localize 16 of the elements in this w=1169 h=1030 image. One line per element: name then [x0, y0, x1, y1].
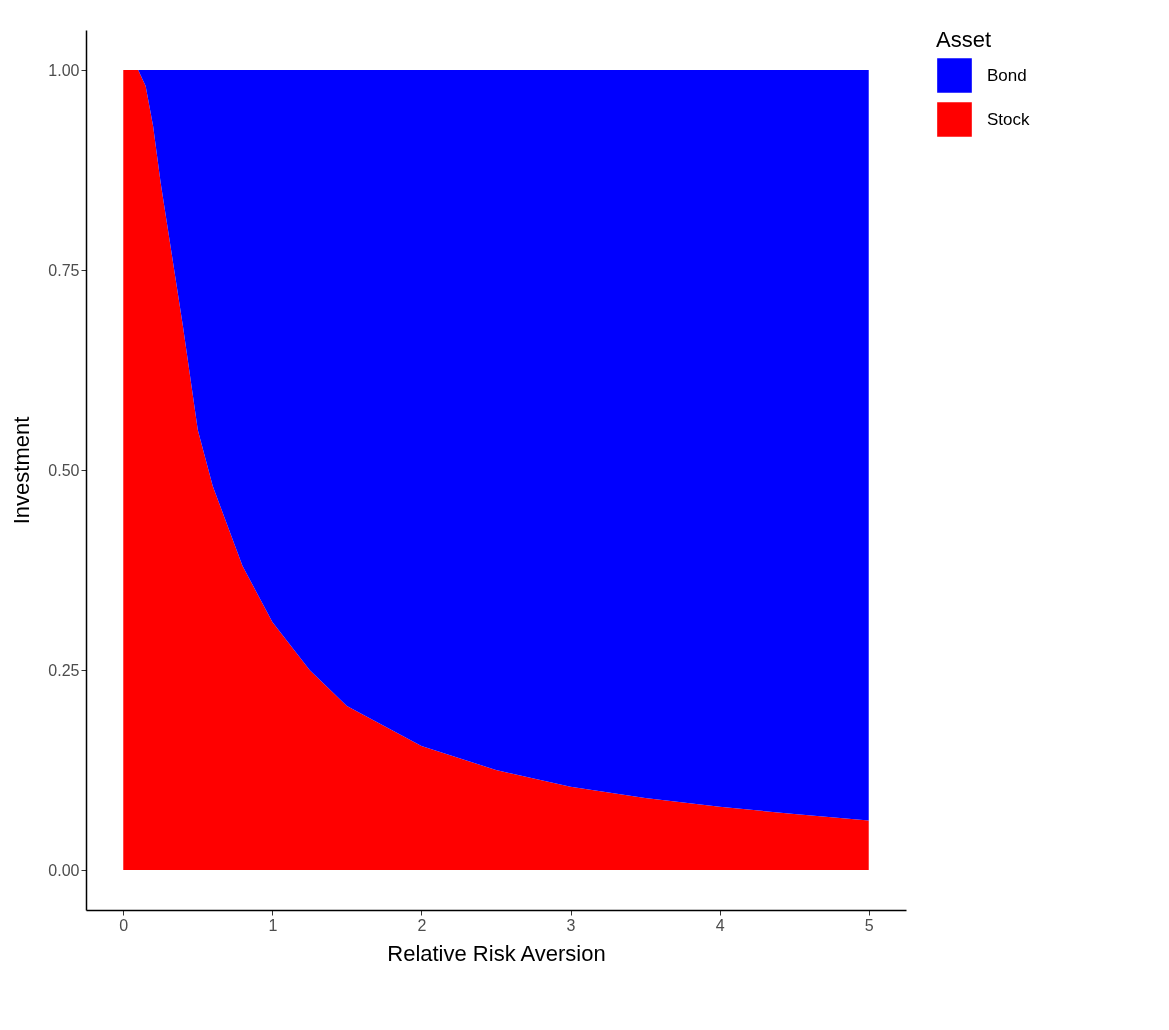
y-tick-label: 0.50 [48, 461, 80, 479]
legend-label: Stock [987, 109, 1031, 129]
y-axis-title: Investment [9, 416, 35, 525]
x-tick-label: 3 [566, 916, 576, 934]
y-tick-label: 0.75 [48, 261, 80, 279]
y-tick-label: 1.00 [48, 61, 80, 79]
y-tick-label: 0.00 [48, 861, 80, 879]
legend-label: Bond [987, 65, 1027, 85]
x-axis-title: Relative Risk Aversion [387, 940, 606, 966]
x-tick-label: 2 [417, 916, 427, 934]
x-tick-label: 4 [715, 916, 725, 934]
x-tick-label: 1 [268, 916, 278, 934]
x-tick-label: 0 [119, 916, 129, 934]
y-tick-label: 0.25 [48, 661, 80, 679]
legend-title: Asset [936, 27, 992, 52]
x-tick-label: 5 [864, 916, 874, 934]
